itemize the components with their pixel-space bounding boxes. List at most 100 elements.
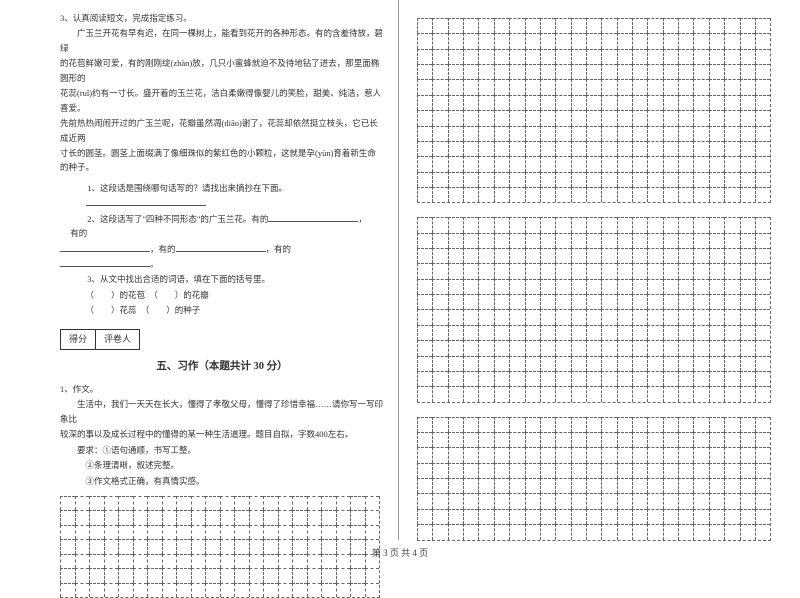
grid-cell[interactable] xyxy=(601,463,616,478)
grid-cell[interactable] xyxy=(494,417,509,432)
grid-cell[interactable] xyxy=(740,340,755,355)
grid-cell[interactable] xyxy=(417,432,432,447)
grid-cell[interactable] xyxy=(162,583,177,598)
grid-cell[interactable] xyxy=(617,33,632,48)
grid-cell[interactable] xyxy=(509,432,524,447)
grid-cell[interactable] xyxy=(740,478,755,493)
grid-cell[interactable] xyxy=(555,478,570,493)
grid-cell[interactable] xyxy=(75,496,90,511)
grid-cell[interactable] xyxy=(755,156,770,171)
grid-cell[interactable] xyxy=(586,279,601,294)
grid-cell[interactable] xyxy=(60,496,75,511)
grid-cell[interactable] xyxy=(617,233,632,248)
grid-cell[interactable] xyxy=(740,156,755,171)
grid-cell[interactable] xyxy=(601,524,616,539)
grid-cell[interactable] xyxy=(663,95,678,110)
grid-cell[interactable] xyxy=(586,64,601,79)
grid-cell[interactable] xyxy=(365,496,380,511)
grid-cell[interactable] xyxy=(571,233,586,248)
grid-cell[interactable] xyxy=(555,126,570,141)
grid-cell[interactable] xyxy=(525,340,540,355)
grid-cell[interactable] xyxy=(89,510,104,525)
grid-cell[interactable] xyxy=(540,141,555,156)
grid-cell[interactable] xyxy=(693,248,708,263)
grid-cell[interactable] xyxy=(601,371,616,386)
grid-cell[interactable] xyxy=(586,49,601,64)
grid-cell[interactable] xyxy=(205,583,220,598)
grid-cell[interactable] xyxy=(417,478,432,493)
grid-cell[interactable] xyxy=(647,386,662,401)
grid-cell[interactable] xyxy=(478,248,493,263)
grid-cell[interactable] xyxy=(555,279,570,294)
grid-cell[interactable] xyxy=(693,156,708,171)
grid-cell[interactable] xyxy=(205,568,220,583)
grid-cell[interactable] xyxy=(724,340,739,355)
grid-cell[interactable] xyxy=(525,64,540,79)
grid-cell[interactable] xyxy=(647,417,662,432)
grid-cell[interactable] xyxy=(555,49,570,64)
grid-cell[interactable] xyxy=(555,18,570,33)
grid-cell[interactable] xyxy=(571,340,586,355)
writing-grid-mid[interactable] xyxy=(417,217,771,402)
grid-cell[interactable] xyxy=(601,279,616,294)
grid-cell[interactable] xyxy=(417,248,432,263)
grid-cell[interactable] xyxy=(509,279,524,294)
grid-cell[interactable] xyxy=(525,447,540,462)
grid-cell[interactable] xyxy=(417,79,432,94)
grid-cell[interactable] xyxy=(509,309,524,324)
grid-cell[interactable] xyxy=(740,524,755,539)
grid-cell[interactable] xyxy=(724,79,739,94)
grid-cell[interactable] xyxy=(494,33,509,48)
grid-cell[interactable] xyxy=(693,110,708,125)
grid-cell[interactable] xyxy=(601,110,616,125)
grid-cell[interactable] xyxy=(755,33,770,48)
grid-cell[interactable] xyxy=(494,325,509,340)
grid-cell[interactable] xyxy=(755,386,770,401)
grid-cell[interactable] xyxy=(307,496,322,511)
grid-cell[interactable] xyxy=(478,463,493,478)
grid-cell[interactable] xyxy=(678,463,693,478)
grid-cell[interactable] xyxy=(432,294,447,309)
grid-cell[interactable] xyxy=(509,447,524,462)
grid-cell[interactable] xyxy=(632,263,647,278)
grid-cell[interactable] xyxy=(540,478,555,493)
grid-cell[interactable] xyxy=(432,340,447,355)
grid-cell[interactable] xyxy=(724,248,739,263)
grid-cell[interactable] xyxy=(540,279,555,294)
grid-cell[interactable] xyxy=(693,126,708,141)
grid-cell[interactable] xyxy=(586,493,601,508)
grid-cell[interactable] xyxy=(709,417,724,432)
grid-cell[interactable] xyxy=(432,187,447,202)
grid-cell[interactable] xyxy=(755,18,770,33)
grid-cell[interactable] xyxy=(263,510,278,525)
grid-cell[interactable] xyxy=(249,583,264,598)
grid-cell[interactable] xyxy=(417,172,432,187)
grid-cell[interactable] xyxy=(494,524,509,539)
grid-cell[interactable] xyxy=(709,447,724,462)
grid-cell[interactable] xyxy=(494,187,509,202)
grid-cell[interactable] xyxy=(724,64,739,79)
grid-cell[interactable] xyxy=(540,294,555,309)
grid-cell[interactable] xyxy=(663,417,678,432)
grid-cell[interactable] xyxy=(709,386,724,401)
grid-cell[interactable] xyxy=(540,417,555,432)
grid-cell[interactable] xyxy=(448,309,463,324)
grid-cell[interactable] xyxy=(755,187,770,202)
grid-cell[interactable] xyxy=(678,493,693,508)
grid-cell[interactable] xyxy=(89,496,104,511)
grid-cell[interactable] xyxy=(417,356,432,371)
grid-cell[interactable] xyxy=(586,263,601,278)
grid-cell[interactable] xyxy=(709,279,724,294)
grid-cell[interactable] xyxy=(555,95,570,110)
grid-cell[interactable] xyxy=(647,509,662,524)
grid-cell[interactable] xyxy=(647,356,662,371)
grid-cell[interactable] xyxy=(571,33,586,48)
grid-cell[interactable] xyxy=(755,463,770,478)
grid-cell[interactable] xyxy=(740,279,755,294)
grid-cell[interactable] xyxy=(336,583,351,598)
grid-cell[interactable] xyxy=(525,463,540,478)
grid-cell[interactable] xyxy=(307,583,322,598)
grid-cell[interactable] xyxy=(632,447,647,462)
grid-cell[interactable] xyxy=(494,340,509,355)
grid-cell[interactable] xyxy=(755,279,770,294)
